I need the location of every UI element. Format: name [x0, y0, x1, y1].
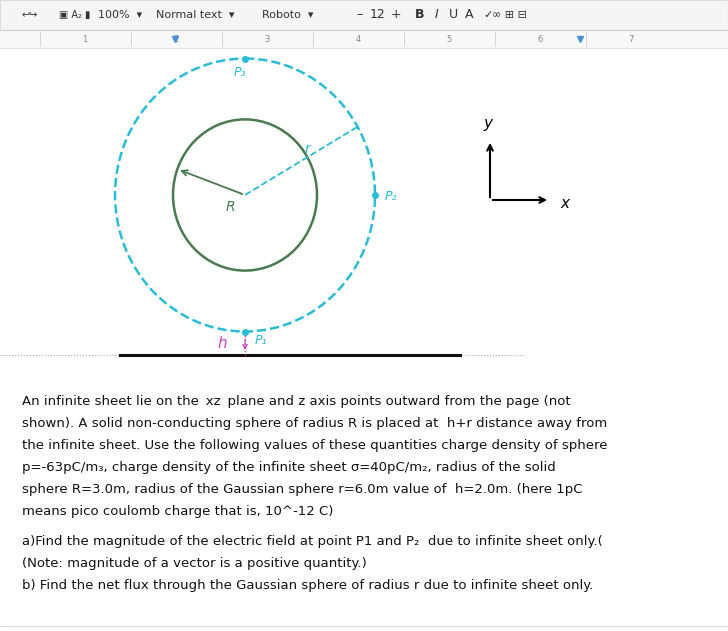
Text: ↩↪: ↩↪ — [22, 10, 38, 20]
Text: y: y — [483, 116, 493, 131]
Text: Normal text  ▾: Normal text ▾ — [156, 10, 234, 20]
Text: 1: 1 — [82, 35, 87, 44]
Text: r: r — [305, 142, 311, 156]
Text: An infinite sheet lie on the  xz  plane and z axis points outward from the page : An infinite sheet lie on the xz plane an… — [22, 395, 571, 408]
Text: B: B — [415, 8, 424, 21]
Text: 6: 6 — [537, 35, 542, 44]
Text: 4: 4 — [355, 35, 360, 44]
Text: P₃: P₃ — [234, 66, 246, 80]
Text: b) Find the net flux through the Gaussian sphere of radius r due to infinite she: b) Find the net flux through the Gaussia… — [22, 579, 593, 592]
Text: x: x — [560, 196, 569, 211]
Text: shown). A solid non-conducting sphere of radius R is placed at  h+r distance awa: shown). A solid non-conducting sphere of… — [22, 417, 607, 430]
Text: 7: 7 — [628, 35, 633, 44]
Text: a)Find the magnitude of the electric field at point P1 and P₂  due to infinite s: a)Find the magnitude of the electric fie… — [22, 535, 603, 548]
Text: +: + — [391, 8, 401, 21]
Text: P₁: P₁ — [255, 334, 267, 346]
Text: A: A — [464, 8, 473, 21]
Bar — [0, 30, 728, 48]
Text: h: h — [217, 336, 226, 351]
Text: sphere R=3.0m, radius of the Gaussian sphere r=6.0m value of  h=2.0m. (here 1pC: sphere R=3.0m, radius of the Gaussian sp… — [22, 483, 582, 496]
Text: ▣ A₂ ▮: ▣ A₂ ▮ — [59, 10, 91, 20]
Bar — [0, 0, 728, 30]
Text: 100%  ▾: 100% ▾ — [98, 10, 142, 20]
Text: –: – — [357, 8, 363, 21]
Text: 5: 5 — [446, 35, 451, 44]
Text: ✓: ✓ — [483, 10, 493, 20]
Text: the infinite sheet. Use the following values of these quantities charge density : the infinite sheet. Use the following va… — [22, 439, 607, 452]
Text: means pico coulomb charge that is, 10^-12 C): means pico coulomb charge that is, 10^-1… — [22, 505, 333, 518]
Text: R: R — [225, 200, 235, 214]
Text: ∞ ⊞ ⊟: ∞ ⊞ ⊟ — [493, 10, 528, 20]
Text: I: I — [435, 8, 439, 21]
Text: (Note: magnitude of a vector is a positive quantity.): (Note: magnitude of a vector is a positi… — [22, 557, 367, 570]
Text: Roboto  ▾: Roboto ▾ — [262, 10, 314, 20]
Text: U: U — [448, 8, 458, 21]
Text: 12: 12 — [370, 8, 386, 21]
Text: P₂: P₂ — [385, 190, 397, 203]
Text: p=-63pC/m₃, charge density of the infinite sheet σ=40pC/m₂, radius of the solid: p=-63pC/m₃, charge density of the infini… — [22, 461, 555, 474]
Text: 3: 3 — [264, 35, 269, 44]
Text: 2: 2 — [173, 35, 178, 44]
